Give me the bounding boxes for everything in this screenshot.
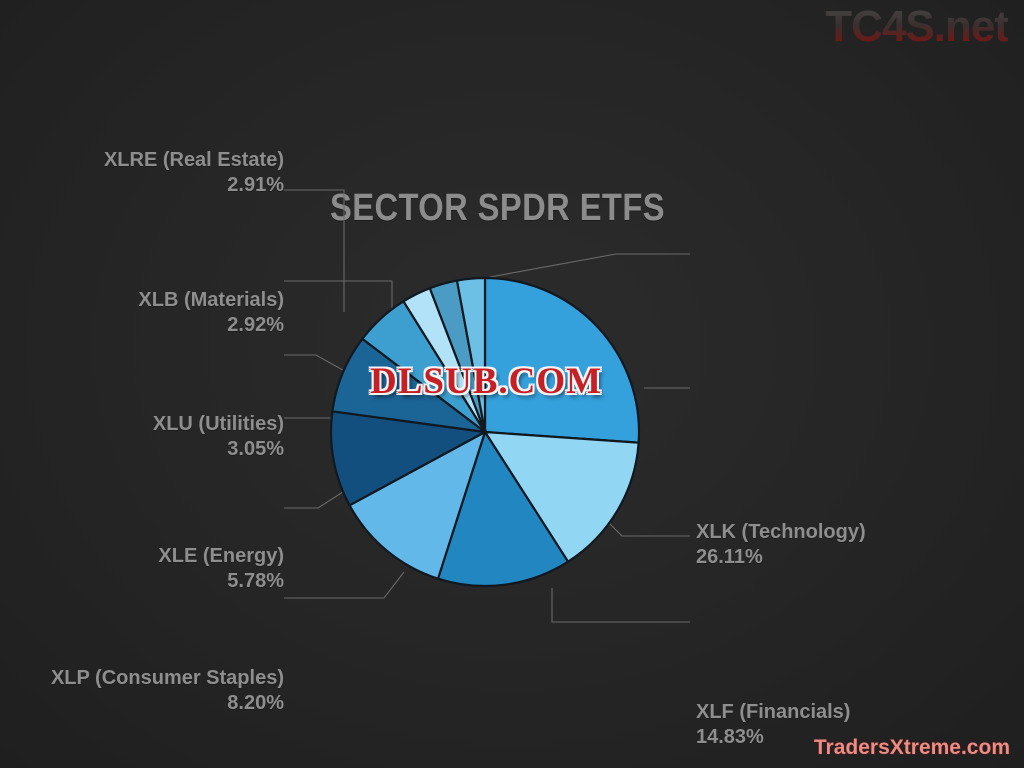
label-xlk-value: 26.11% [696,546,763,568]
label-xle: XLE (Energy) 5.78% [20,544,284,594]
label-xlb-value: 2.92% [227,314,284,336]
watermark-dlsub: DLSUB.COM [369,361,603,403]
label-xlb-name: XLB (Materials) [138,289,284,311]
leader-line-xlv [607,521,690,537]
label-xlk-name: XLK (Technology) [696,521,866,543]
label-xlk: XLK (Technology) 26.11% [696,520,1024,570]
label-xlre-name: XLRE (Real Estate) [103,149,284,171]
label-xlu: XLU (Utilities) 3.05% [20,412,284,462]
label-xlf-name: XLF (Financials) [696,701,851,723]
pie-slice-xlre [455,276,487,433]
label-xlp: XLP (Consumer Staples) 8.20% [6,666,284,716]
label-xlre-value: 2.91% [227,174,284,196]
label-xlp-value: 8.20% [227,692,284,714]
watermark-tradersxtreme: TradersXtreme.com [813,736,1010,759]
pie-svg [329,276,641,588]
label-xlre: XLRE (Real Estate) 2.91% [20,148,284,198]
label-xlu-value: 3.05% [227,438,284,460]
watermark-tc4s: TC4S.net [825,2,1009,51]
label-xlu-name: XLU (Utilities) [152,413,284,435]
pie-slice-xlf [482,430,640,564]
pie-slice-xly [348,429,487,581]
leader-line-xlre [284,189,345,312]
label-xle-name: XLE (Energy) [158,545,284,567]
pie-slice-xlv [436,429,570,588]
pie-slice-xli [329,410,489,507]
pie-chart [329,276,641,588]
page-title: SECTOR SPDR ETFS [330,187,665,229]
leader-line-xly [551,588,690,623]
label-xlf-value: 14.83% [696,726,764,748]
label-xlp-name: XLP (Consumer Staples) [50,667,284,689]
label-xlf: XLF (Financials) 14.83% [696,700,1024,750]
label-xle-value: 5.78% [227,570,284,592]
leader-line-xli [284,571,405,599]
leader-line-xlp [284,489,347,509]
leader-line-xlk [489,253,690,278]
pie-slice-xlk [483,276,641,444]
label-xlb: XLB (Materials) 2.92% [20,288,284,338]
